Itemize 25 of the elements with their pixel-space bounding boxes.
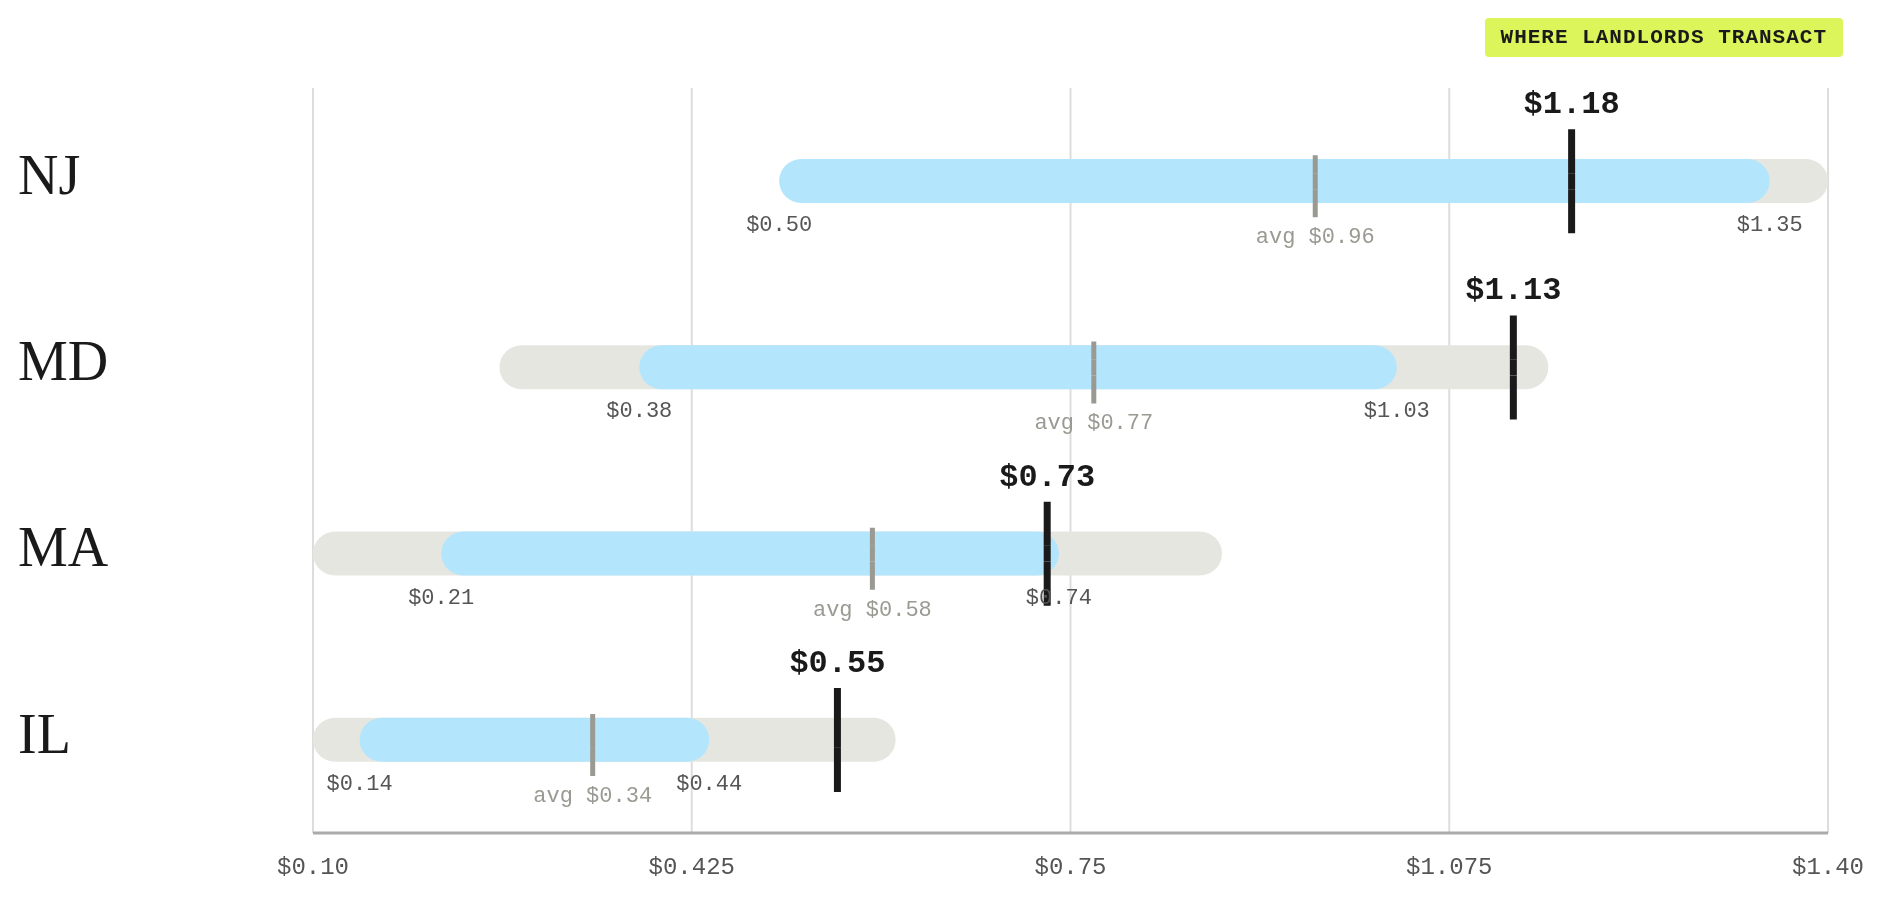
annotation: $0.14 <box>326 771 393 797</box>
annotation: $0.21 <box>408 585 475 611</box>
x-tick-label: $0.75 <box>1034 854 1107 882</box>
data-label: avg $0.34 <box>533 783 653 809</box>
data-label: $0.55 <box>789 644 886 682</box>
annotation: $1.03 <box>1363 399 1430 425</box>
y-tick-label: MD <box>18 330 109 393</box>
annotation: $0.38 <box>606 399 673 425</box>
x-tick-label: $1.40 <box>1791 854 1865 882</box>
annotation: $0.44 <box>676 771 743 797</box>
data-label: $0.73 <box>999 458 1096 496</box>
x-tick-label: $0.425 <box>648 854 735 882</box>
data-label: avg $0.58 <box>812 597 932 623</box>
x-tick-label: $1.075 <box>1406 854 1493 882</box>
data-label: $1.13 <box>1465 272 1562 310</box>
data-label: avg $0.77 <box>1034 411 1154 437</box>
x-tick-label: $0.10 <box>276 854 350 882</box>
annotation: $1.35 <box>1736 213 1803 239</box>
data-label: avg $0.96 <box>1255 225 1375 251</box>
y-tick-label: MA <box>18 516 109 579</box>
chart-title: WHERE LANDLORDS TRANSACT <box>1484 18 1843 57</box>
y-tick-label: IL <box>18 702 71 765</box>
annotation: $0.50 <box>746 213 813 239</box>
y-tick-label: NJ <box>18 143 81 206</box>
data-label: $1.18 <box>1523 86 1620 124</box>
